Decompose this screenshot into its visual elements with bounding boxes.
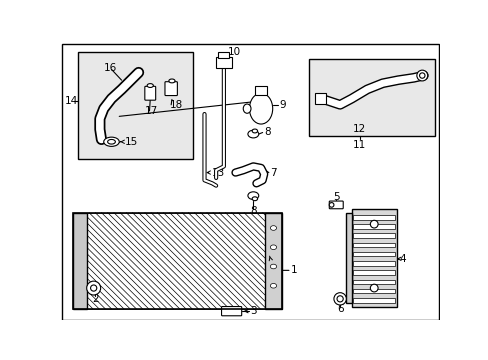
Text: 9: 9: [279, 100, 285, 110]
Ellipse shape: [247, 192, 258, 199]
Bar: [352, 215, 394, 220]
Text: 8: 8: [264, 127, 270, 137]
FancyBboxPatch shape: [254, 86, 267, 95]
Text: 10: 10: [227, 48, 241, 58]
Bar: [308, 59, 434, 136]
Circle shape: [369, 284, 377, 292]
Text: 3: 3: [250, 306, 256, 316]
Text: 17: 17: [144, 106, 158, 116]
Text: 6: 6: [336, 304, 343, 314]
Bar: [352, 289, 394, 293]
Bar: [352, 270, 394, 275]
Ellipse shape: [416, 70, 427, 81]
FancyBboxPatch shape: [315, 93, 325, 104]
Text: 15: 15: [124, 137, 138, 147]
Text: 14: 14: [65, 96, 78, 106]
Ellipse shape: [247, 130, 258, 138]
Ellipse shape: [107, 139, 115, 144]
Ellipse shape: [270, 264, 276, 269]
Bar: [352, 233, 394, 238]
Bar: [73, 213, 86, 309]
Text: 4: 4: [399, 254, 406, 264]
Text: 7: 7: [270, 167, 276, 177]
Circle shape: [333, 293, 346, 305]
Circle shape: [90, 285, 97, 291]
Ellipse shape: [270, 283, 276, 288]
Text: 2: 2: [92, 294, 99, 304]
Circle shape: [86, 281, 101, 295]
FancyBboxPatch shape: [216, 57, 231, 68]
Ellipse shape: [419, 73, 424, 78]
Circle shape: [369, 220, 377, 228]
Ellipse shape: [103, 137, 119, 147]
Ellipse shape: [252, 197, 257, 201]
Ellipse shape: [168, 79, 175, 83]
Text: 8: 8: [249, 206, 256, 216]
Bar: [73, 213, 282, 309]
FancyBboxPatch shape: [218, 52, 229, 58]
Text: 5: 5: [332, 192, 339, 202]
Text: 1: 1: [290, 265, 297, 275]
Bar: [352, 224, 394, 229]
Bar: [345, 213, 351, 303]
Text: 16: 16: [103, 63, 117, 73]
Bar: [352, 252, 394, 256]
Text: 11: 11: [352, 140, 366, 150]
Bar: [351, 209, 396, 307]
Ellipse shape: [249, 93, 272, 124]
Bar: [352, 243, 394, 247]
Bar: [352, 298, 394, 303]
Bar: [78, 53, 192, 159]
Bar: [264, 213, 282, 309]
Text: 12: 12: [352, 125, 366, 134]
Bar: [352, 280, 394, 284]
Text: 13: 13: [212, 167, 225, 177]
Circle shape: [336, 296, 343, 302]
FancyBboxPatch shape: [221, 306, 241, 316]
FancyBboxPatch shape: [328, 201, 343, 209]
Bar: [86, 213, 264, 309]
Ellipse shape: [252, 129, 257, 133]
Ellipse shape: [147, 84, 153, 87]
Bar: [352, 261, 394, 266]
Ellipse shape: [270, 226, 276, 230]
FancyBboxPatch shape: [144, 86, 155, 100]
Ellipse shape: [328, 203, 333, 207]
FancyBboxPatch shape: [164, 82, 177, 95]
Ellipse shape: [270, 245, 276, 249]
Ellipse shape: [243, 104, 250, 113]
Text: 18: 18: [169, 100, 183, 110]
